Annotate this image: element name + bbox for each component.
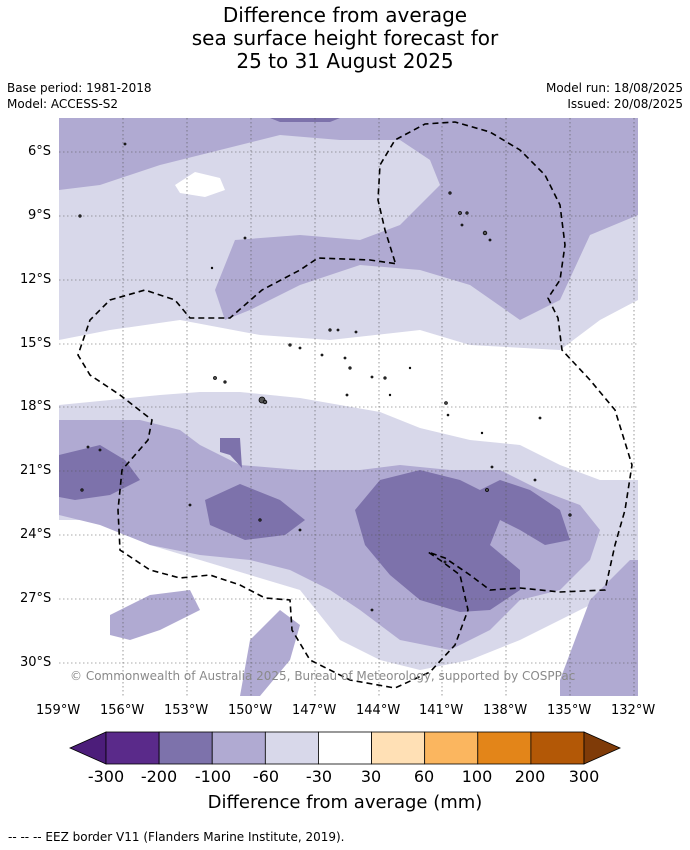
lat-label-15s: 15°S: [20, 336, 52, 351]
issued-date: Issued: 20/08/2025: [567, 97, 683, 111]
colorbar-label-4: -30: [305, 767, 333, 786]
colorbar-cell-6: [424, 731, 479, 765]
title-line-1: Difference from average: [222, 3, 468, 27]
model-name: Model: ACCESS-S2: [7, 97, 119, 111]
colorbar-cell-4: [318, 731, 372, 765]
lon-label-147w: 147°W: [292, 703, 337, 718]
copyright-notice: © Commonwealth of Australia 2025, Bureau…: [70, 669, 576, 683]
lat-label-21s: 21°S: [20, 463, 52, 478]
colorbar-under-arrow: [69, 731, 107, 765]
colorbar-label-3: -60: [252, 767, 280, 786]
colorbar-label-2: -100: [194, 767, 232, 786]
colorbar-label-5: 30: [360, 767, 382, 786]
lon-label-153w: 153°W: [164, 703, 209, 718]
eez-legend-note: -- -- -- EEZ border V11 (Flanders Marine…: [8, 830, 345, 844]
graticule: [59, 118, 638, 696]
colorbar-label-6: 60: [413, 767, 435, 786]
lon-label-141w: 141°W: [419, 703, 464, 718]
lat-label-27s: 27°S: [20, 591, 52, 606]
model-run: Model run: 18/08/2025: [545, 81, 683, 95]
lon-label-132w: 132°W: [611, 703, 656, 718]
colorbar-cell-2: [211, 731, 266, 765]
lon-label-144w: 144°W: [356, 703, 401, 718]
colorbar-cell-7: [477, 731, 532, 765]
colorbar-label-7: 100: [461, 767, 493, 786]
colorbar-cell-3: [264, 731, 319, 765]
lat-label-24s: 24°S: [20, 527, 52, 542]
lon-label-138w: 138°W: [483, 703, 528, 718]
colorbar-label-0: -300: [87, 767, 125, 786]
title-line-3: 25 to 31 August 2025: [236, 49, 454, 73]
lat-label-6s: 6°S: [28, 144, 52, 159]
lat-label-18s: 18°S: [20, 399, 52, 414]
anomaly-field: [59, 118, 638, 696]
colorbar-cell-8: [530, 731, 585, 765]
base-period: Base period: 1981-2018: [7, 81, 152, 95]
colorbar: [69, 731, 621, 765]
colorbar-title: Difference from average (mm): [207, 792, 483, 813]
lon-label-135w: 135°W: [547, 703, 592, 718]
colorbar-label-9: 300: [568, 767, 600, 786]
lon-label-159w: 159°W: [36, 703, 81, 718]
colorbar-cell-1: [158, 731, 213, 765]
colorbar-cell-5: [371, 731, 426, 765]
lat-label-9s: 9°S: [28, 208, 52, 223]
title-line-2: sea surface height forecast for: [191, 26, 499, 50]
lon-label-156w: 156°W: [100, 703, 145, 718]
colorbar-cell-0: [105, 731, 160, 765]
colorbar-label-1: -200: [140, 767, 178, 786]
lat-label-30s: 30°S: [20, 655, 52, 670]
lat-label-12s: 12°S: [20, 272, 52, 287]
colorbar-label-8: 200: [514, 767, 546, 786]
lon-label-150w: 150°W: [228, 703, 273, 718]
islands: [78, 142, 572, 612]
colorbar-over-arrow: [583, 731, 621, 765]
colorbar-cells: [105, 731, 585, 765]
eez-borders: [77, 121, 633, 689]
